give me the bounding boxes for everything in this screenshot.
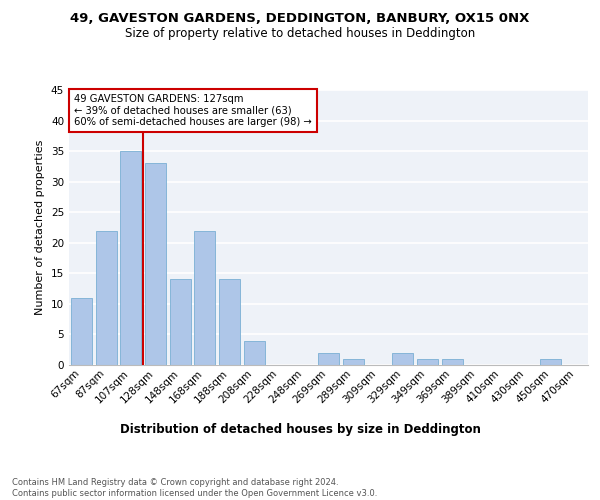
Bar — [170, 280, 191, 365]
Text: Distribution of detached houses by size in Deddington: Distribution of detached houses by size … — [119, 422, 481, 436]
Bar — [343, 359, 364, 365]
Bar — [219, 280, 240, 365]
Bar — [417, 359, 438, 365]
Bar — [318, 353, 339, 365]
Bar — [194, 230, 215, 365]
Text: Contains HM Land Registry data © Crown copyright and database right 2024.
Contai: Contains HM Land Registry data © Crown c… — [12, 478, 377, 498]
Text: 49, GAVESTON GARDENS, DEDDINGTON, BANBURY, OX15 0NX: 49, GAVESTON GARDENS, DEDDINGTON, BANBUR… — [70, 12, 530, 26]
Text: 49 GAVESTON GARDENS: 127sqm
← 39% of detached houses are smaller (63)
60% of sem: 49 GAVESTON GARDENS: 127sqm ← 39% of det… — [74, 94, 312, 128]
Text: Size of property relative to detached houses in Deddington: Size of property relative to detached ho… — [125, 28, 475, 40]
Bar — [95, 230, 116, 365]
Bar — [120, 151, 141, 365]
Bar — [392, 353, 413, 365]
Bar — [71, 298, 92, 365]
Bar — [541, 359, 562, 365]
Bar — [442, 359, 463, 365]
Bar — [244, 340, 265, 365]
Bar — [145, 164, 166, 365]
Y-axis label: Number of detached properties: Number of detached properties — [35, 140, 46, 315]
